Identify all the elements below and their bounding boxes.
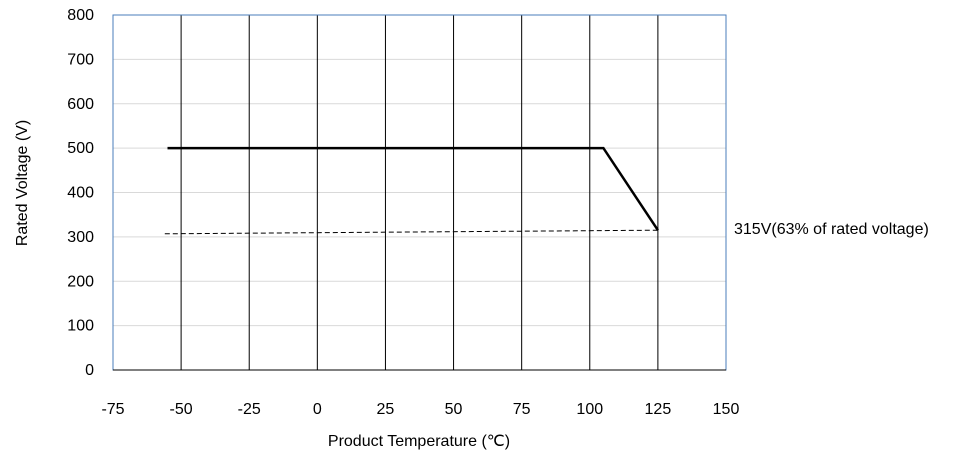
x-tick-label: 75 <box>513 401 531 418</box>
x-tick-label: 125 <box>645 401 672 418</box>
y-tick-label: 600 <box>67 96 94 113</box>
reference-dashed-line <box>164 229 658 235</box>
x-axis-title: Product Temperature (℃) <box>328 433 510 450</box>
x-tick-label: 25 <box>377 401 395 418</box>
tick-labels: 0 100 200 300 400 500 600 700 800 -75 -50 -25 0 25 50 7… <box>67 7 739 418</box>
y-tick-label: 0 <box>85 362 94 379</box>
plot-frame <box>112 14 727 371</box>
x-tick-label: -75 <box>101 401 124 418</box>
y-tick-label: 700 <box>67 51 94 68</box>
x-tick-label: 50 <box>445 401 463 418</box>
x-tick-label: -25 <box>238 401 261 418</box>
y-tick-label: 300 <box>67 229 94 246</box>
x-tick-label: -50 <box>170 401 193 418</box>
y-tick-label: 800 <box>67 7 94 24</box>
series-lines <box>164 146 659 235</box>
y-tick-label: 100 <box>67 318 94 335</box>
x-tick-label: 0 <box>313 401 322 418</box>
y-axis-title: Rated Voltage (V) <box>14 120 31 246</box>
y-tick-label: 500 <box>67 140 94 157</box>
derating-curve <box>167 146 659 231</box>
x-tick-label: 100 <box>576 401 603 418</box>
annotation-label: 315V(63% of rated voltage) <box>734 221 929 238</box>
x-tick-label: 150 <box>713 401 740 418</box>
y-tick-label: 200 <box>67 273 94 290</box>
y-tick-label: 400 <box>67 185 94 202</box>
